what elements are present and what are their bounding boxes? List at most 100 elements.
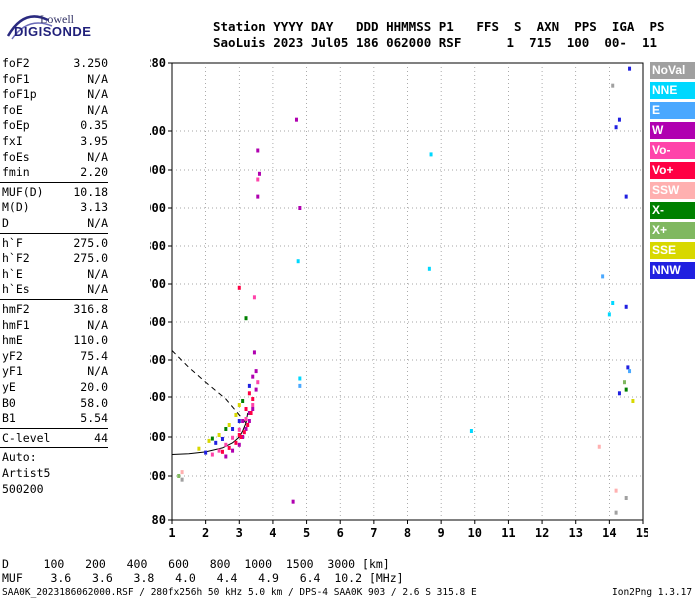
parameter-row: Auto: [2, 450, 108, 466]
parameter-row: foF2 3.250 [2, 56, 108, 72]
parameter-row: 500200 [2, 482, 108, 498]
logo-text-lowell: Lowell [40, 12, 74, 26]
parameter-row: foE N/A [2, 103, 108, 119]
parameter-row: MUF(D) 10.18 [2, 185, 108, 201]
echo-point [617, 391, 621, 396]
parameter-row: B0 58.0 [2, 396, 108, 412]
parameter-value: 316.8 [73, 302, 108, 316]
parameter-name: MUF(D) [2, 184, 44, 199]
echo-point [252, 350, 256, 355]
echo-point [622, 380, 626, 385]
parameter-value: N/A [87, 149, 108, 164]
echo-point [207, 438, 211, 443]
echo-point [624, 304, 628, 309]
echo-point [231, 448, 235, 453]
echo-point [242, 430, 246, 435]
echo-point [429, 152, 433, 157]
parameter-name: Artist5 [2, 466, 51, 480]
echo-point [180, 477, 184, 482]
echo-point [298, 383, 302, 388]
parameter-name: yE [2, 380, 16, 394]
y-tick-label: 200 [150, 469, 166, 483]
echo-point [251, 397, 255, 401]
echo-point [628, 66, 632, 71]
echo-point [241, 435, 245, 439]
echo-point [251, 403, 255, 407]
echo-point [231, 435, 235, 440]
profile-dashed-line [171, 350, 249, 426]
x-tick-label: 1 [168, 526, 175, 540]
ionogram-chart: 1234567891011121314158020030040050060070… [150, 56, 648, 540]
echo-point [237, 403, 241, 407]
parameter-name: h`E [2, 266, 23, 281]
y-tick-label: 300 [150, 430, 166, 444]
echo-point [237, 442, 241, 447]
parameter-row: h`F 275.0 [2, 236, 108, 252]
parameter-name: Auto: [2, 450, 37, 465]
scaled-parameters-panel: foF2 3.250 foF1 N/A foF1p N/A foE N/A foEp 0.35 fx… [0, 56, 110, 536]
echo-point [614, 510, 618, 515]
parameter-value: 20.0 [80, 380, 108, 394]
echo-point [246, 423, 250, 427]
echo-point [204, 450, 208, 455]
parameter-row: yF2 75.4 [2, 349, 108, 365]
parameter-row: h`Es N/A [2, 282, 108, 298]
echo-point [427, 266, 431, 271]
parameter-value: 3.13 [80, 200, 108, 215]
legend-item-w: W [650, 122, 695, 139]
x-tick-label: 4 [269, 526, 276, 540]
parameter-name: foE [2, 102, 23, 117]
echo-point [210, 452, 214, 457]
x-tick-label: 12 [535, 526, 549, 540]
echo-point [294, 117, 298, 122]
echo-point [256, 177, 260, 182]
echo-point [257, 171, 261, 176]
logo-text-digisonde: DIGISONDE [14, 24, 92, 39]
parameter-name: hmE [2, 333, 23, 348]
parameter-row: foF1p N/A [2, 87, 108, 103]
x-tick-label: 13 [568, 526, 582, 540]
version-label: Ion2Png 1.3.17 [612, 587, 693, 598]
echo-point [244, 316, 248, 321]
parameter-row: Artist5 [2, 466, 108, 482]
echo-point [631, 399, 635, 403]
legend-item-nne: NNE [650, 82, 695, 99]
parameter-name: B0 [2, 395, 16, 410]
parameter-name: 500200 [2, 481, 44, 496]
echo-point [217, 433, 221, 437]
echo-point [617, 117, 621, 122]
parameter-name: h`F [2, 235, 23, 250]
echo-point [251, 374, 255, 379]
x-tick-label: 8 [404, 526, 411, 540]
parameter-name: yF2 [2, 348, 23, 363]
echo-point [291, 499, 295, 504]
parameter-row: h`F2 275.0 [2, 251, 108, 267]
parameter-row: D N/A [2, 216, 108, 232]
x-tick-label: 15 [636, 526, 648, 540]
parameter-row: fmin 2.20 [2, 165, 108, 181]
parameter-value: 275.0 [73, 235, 108, 250]
echo-point [247, 411, 251, 415]
y-tick-label: 900 [150, 201, 166, 215]
parameter-row: foEp 0.35 [2, 118, 108, 134]
echo-point [624, 496, 628, 500]
echo-point [611, 301, 615, 305]
parameter-value: N/A [87, 87, 108, 102]
header-line-1: Station YYYY DAY DDD HHMMSS P1 FFS S AXN… [213, 19, 665, 34]
echo-point [298, 376, 302, 381]
echo-point [256, 380, 260, 385]
profile-trace [171, 412, 249, 456]
parameter-row: hmF1 N/A [2, 318, 108, 334]
parameter-name: hmF2 [2, 302, 30, 316]
echo-point [224, 442, 228, 447]
parameter-name: foF1p [2, 87, 37, 102]
parameter-value: N/A [87, 364, 108, 379]
y-tick-label: 500 [150, 353, 166, 367]
echo-point [247, 391, 251, 396]
parameter-row: hmE 110.0 [2, 333, 108, 349]
panel-divider [0, 427, 108, 429]
echo-point [298, 206, 302, 210]
echo-point [614, 125, 618, 130]
echo-point [611, 83, 615, 88]
legend-item-e: E [650, 102, 695, 119]
